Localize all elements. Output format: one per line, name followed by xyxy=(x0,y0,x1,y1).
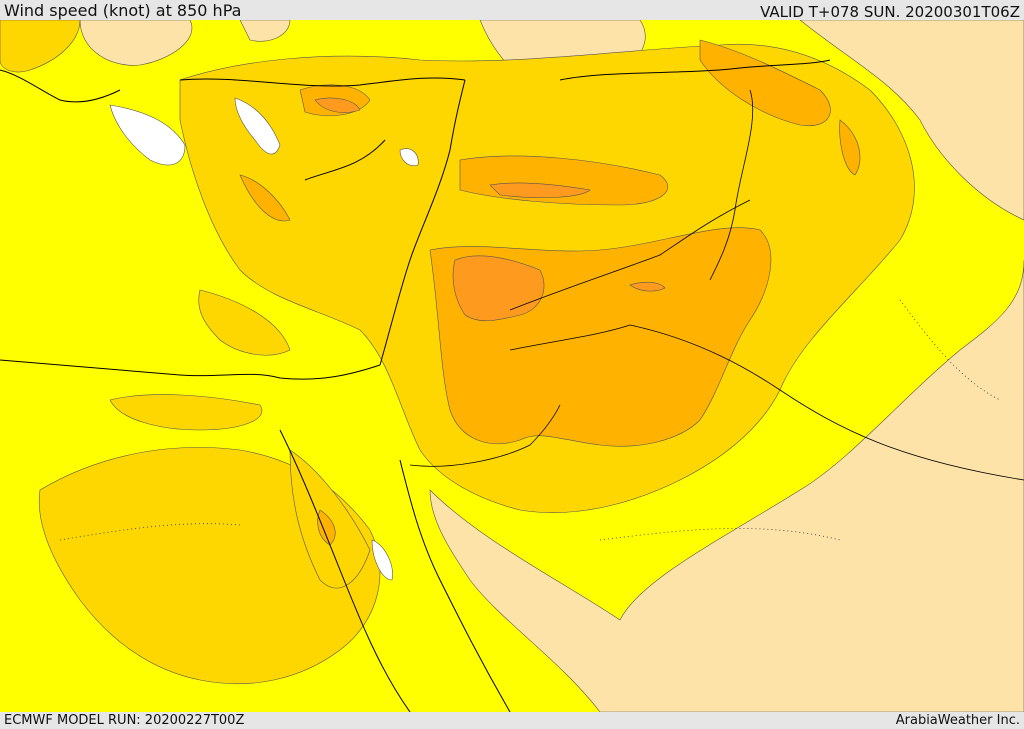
low-wind-patch-a xyxy=(239,20,291,42)
internal-boundaries xyxy=(59,299,1001,541)
orange-jordan-peak xyxy=(452,255,545,322)
calm-aegean xyxy=(109,104,186,166)
border-jordan-saudi xyxy=(409,404,561,467)
orange-med-coast xyxy=(314,97,361,113)
border-iraq-iran xyxy=(709,89,754,281)
coastline-aegean xyxy=(0,69,121,103)
calm-lebanon xyxy=(399,148,419,166)
gold-libya-strip xyxy=(109,394,263,431)
coastline-med-south xyxy=(0,359,381,380)
amber-northeast xyxy=(699,39,831,127)
coastline-red-sea-west xyxy=(279,429,411,712)
valid-time: VALID T+078 SUN. 20200301T06Z xyxy=(760,3,1020,21)
map-title: Wind speed (knot) at 850 hPa xyxy=(4,1,242,20)
amber-east-patch xyxy=(839,119,861,176)
coastline-turkey xyxy=(179,77,466,87)
model-run: ECMWF MODEL RUN: 20200227T00Z xyxy=(4,713,245,728)
calm-red-sea xyxy=(371,539,393,581)
orange-regions xyxy=(314,97,666,322)
amber-syria-west xyxy=(239,174,291,222)
low-wind-northwest xyxy=(79,20,193,66)
borders xyxy=(409,89,1024,481)
border-iraq-jordan xyxy=(509,324,1024,481)
low-wind-regions xyxy=(79,20,1024,712)
footer-bar xyxy=(0,712,1024,729)
header-bar xyxy=(0,0,1024,20)
brand-label: ArabiaWeather Inc. xyxy=(895,713,1020,728)
coastline-black-sea xyxy=(559,59,831,81)
calm-crete xyxy=(234,97,281,155)
border-syria-iraq xyxy=(509,199,751,311)
orange-iraq-streak xyxy=(629,281,666,292)
coastline-levant xyxy=(379,79,466,366)
coastline-cyprus xyxy=(304,139,386,181)
calm-regions xyxy=(109,97,419,581)
wind-speed-map[interactable] xyxy=(0,20,1024,712)
orange-syria-streak xyxy=(489,182,591,199)
coastlines xyxy=(0,59,831,712)
gold-northwest xyxy=(0,20,81,73)
coastline-red-sea-east xyxy=(399,459,511,712)
low-wind-arabia xyxy=(429,259,1024,712)
gold-central-med xyxy=(198,289,291,356)
boundary-saudi xyxy=(599,528,841,541)
low-wind-northeast xyxy=(799,20,1024,221)
